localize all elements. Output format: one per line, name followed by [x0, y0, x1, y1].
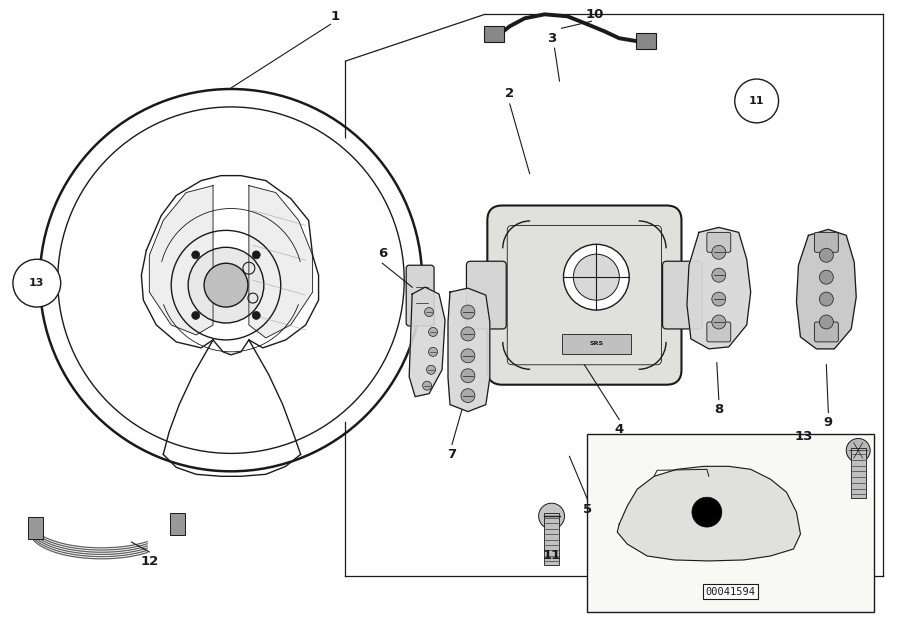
Circle shape [192, 251, 200, 259]
Circle shape [423, 381, 432, 390]
Circle shape [819, 248, 833, 262]
Circle shape [819, 315, 833, 329]
FancyBboxPatch shape [170, 513, 185, 535]
Circle shape [13, 259, 60, 307]
Polygon shape [448, 288, 490, 411]
Circle shape [428, 347, 437, 356]
Circle shape [204, 264, 248, 307]
Text: 2: 2 [505, 88, 514, 100]
Text: 5: 5 [583, 503, 592, 516]
FancyBboxPatch shape [484, 26, 504, 42]
Circle shape [252, 311, 260, 319]
FancyBboxPatch shape [544, 513, 559, 565]
Text: 3: 3 [547, 32, 556, 44]
Circle shape [712, 292, 725, 306]
Circle shape [712, 268, 725, 282]
Polygon shape [249, 185, 312, 338]
Circle shape [428, 328, 437, 337]
Circle shape [461, 349, 475, 363]
Text: 12: 12 [140, 556, 158, 568]
FancyBboxPatch shape [28, 517, 43, 539]
Text: 13: 13 [795, 430, 813, 443]
Circle shape [461, 305, 475, 319]
FancyBboxPatch shape [706, 232, 731, 252]
FancyBboxPatch shape [487, 206, 681, 385]
FancyBboxPatch shape [814, 322, 838, 342]
Text: SRS: SRS [590, 342, 603, 346]
Polygon shape [149, 185, 213, 335]
FancyBboxPatch shape [562, 334, 631, 354]
Circle shape [188, 247, 264, 323]
Circle shape [563, 244, 629, 310]
Circle shape [461, 369, 475, 383]
Circle shape [692, 497, 722, 527]
Circle shape [425, 307, 434, 316]
Circle shape [427, 365, 436, 374]
Circle shape [573, 254, 619, 300]
Polygon shape [687, 227, 751, 349]
Circle shape [252, 251, 260, 259]
Text: 1: 1 [331, 10, 340, 23]
FancyBboxPatch shape [850, 448, 866, 498]
Text: 00041594: 00041594 [706, 587, 756, 597]
FancyBboxPatch shape [814, 232, 838, 252]
Polygon shape [796, 229, 856, 349]
Circle shape [538, 503, 564, 529]
Circle shape [819, 271, 833, 284]
Text: 11: 11 [543, 549, 561, 563]
FancyBboxPatch shape [636, 33, 656, 49]
FancyBboxPatch shape [466, 261, 507, 329]
Circle shape [712, 245, 725, 259]
FancyBboxPatch shape [662, 261, 702, 329]
Circle shape [819, 292, 833, 306]
Polygon shape [410, 287, 445, 397]
Circle shape [712, 315, 725, 329]
Circle shape [734, 79, 778, 123]
FancyBboxPatch shape [706, 322, 731, 342]
Text: 6: 6 [378, 247, 387, 260]
Circle shape [461, 327, 475, 341]
FancyBboxPatch shape [588, 434, 874, 612]
Text: 4: 4 [615, 423, 624, 436]
Circle shape [49, 98, 413, 462]
Circle shape [461, 389, 475, 403]
Text: 11: 11 [749, 96, 764, 106]
FancyBboxPatch shape [406, 265, 434, 326]
Polygon shape [617, 466, 800, 561]
Circle shape [846, 439, 870, 462]
Circle shape [192, 311, 200, 319]
Text: 8: 8 [715, 403, 724, 416]
Text: 7: 7 [447, 448, 456, 461]
Text: 13: 13 [29, 278, 44, 288]
Text: 9: 9 [824, 416, 832, 429]
Text: 10: 10 [585, 8, 604, 21]
